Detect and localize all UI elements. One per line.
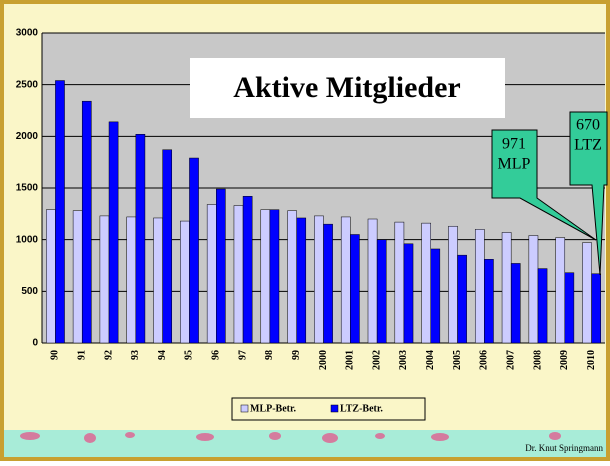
y-tick-label: 500 (21, 286, 38, 297)
bar (55, 80, 65, 344)
bar (484, 259, 494, 344)
legend-label: LTZ-Betr. (340, 403, 383, 414)
x-tick-label: 90 (50, 350, 61, 360)
legend-label: MLP-Betr. (250, 403, 297, 414)
bar (162, 149, 173, 344)
bar (591, 273, 601, 344)
y-tick-label: 1000 (16, 234, 39, 245)
callout (569, 111, 608, 276)
bar (126, 216, 137, 344)
x-tick-label: 96 (211, 350, 222, 360)
legend-swatch (330, 404, 339, 413)
bar (340, 216, 351, 344)
bar (474, 229, 485, 344)
x-tick-label: 2001 (345, 350, 356, 370)
bar (242, 196, 253, 344)
bar (448, 225, 458, 344)
annotation: 670 (576, 117, 600, 134)
x-tick-label: 2002 (371, 350, 382, 370)
legend-swatch (240, 404, 249, 413)
bar (555, 237, 566, 344)
bar (510, 263, 521, 344)
x-tick-label: 2006 (479, 350, 490, 370)
title-box (190, 58, 505, 118)
x-tick-label: 2008 (532, 350, 543, 370)
x-tick-label: 2003 (398, 350, 409, 370)
bar (233, 205, 244, 344)
bar (216, 188, 226, 344)
bar (457, 254, 467, 344)
x-tick-label: 92 (103, 350, 114, 360)
bar (153, 217, 163, 344)
bar (421, 222, 431, 344)
bar (323, 223, 333, 344)
callout (491, 129, 597, 241)
bar (501, 232, 512, 344)
bar (260, 209, 271, 344)
footer: Dr. Knut Springmann (525, 443, 603, 453)
bar (135, 134, 146, 344)
x-tick-label: 2010 (586, 350, 597, 370)
legend (231, 397, 426, 421)
bar (367, 218, 378, 344)
x-tick-label: 99 (291, 350, 302, 360)
x-tick-label: 2005 (452, 350, 463, 370)
x-tick-label: 2007 (505, 350, 516, 370)
bar (180, 220, 190, 344)
x-tick-label: 2004 (425, 350, 436, 370)
bar (394, 221, 405, 344)
bottom-strip (4, 430, 606, 457)
x-tick-label: 93 (130, 350, 141, 360)
y-tick-label: 3000 (16, 28, 39, 39)
bar (350, 234, 360, 344)
y-tick-label: 0 (32, 338, 38, 349)
bar (206, 204, 217, 344)
bar (99, 215, 110, 344)
bar (430, 248, 441, 344)
bar (537, 268, 548, 344)
bar (81, 100, 92, 344)
annotation: LTZ (574, 137, 602, 154)
bar (403, 243, 414, 344)
x-tick-label: 94 (157, 350, 168, 360)
bar (296, 217, 307, 344)
x-tick-label: 98 (264, 350, 275, 360)
bar (269, 209, 280, 344)
bar (564, 272, 575, 344)
bar (314, 215, 324, 344)
annotation: 971 (502, 136, 526, 153)
chart-title: Aktive Mitglieder (233, 71, 460, 104)
y-tick-label: 2000 (16, 131, 39, 142)
bar (46, 209, 56, 344)
bar (528, 235, 539, 344)
y-tick-label: 1500 (16, 183, 39, 194)
bar (108, 121, 119, 344)
x-tick-label: 2009 (559, 350, 570, 370)
bar (582, 242, 592, 344)
bar (72, 210, 83, 344)
y-tick-label: 2500 (16, 79, 39, 90)
bar (287, 210, 297, 344)
x-tick-label: 2000 (318, 350, 329, 370)
bar (376, 239, 387, 344)
x-tick-label: 95 (184, 350, 195, 360)
bar (189, 157, 199, 344)
decoration (20, 432, 561, 443)
x-tick-label: 97 (237, 350, 248, 360)
x-tick-label: 91 (77, 350, 88, 360)
annotation: MLP (498, 156, 531, 173)
